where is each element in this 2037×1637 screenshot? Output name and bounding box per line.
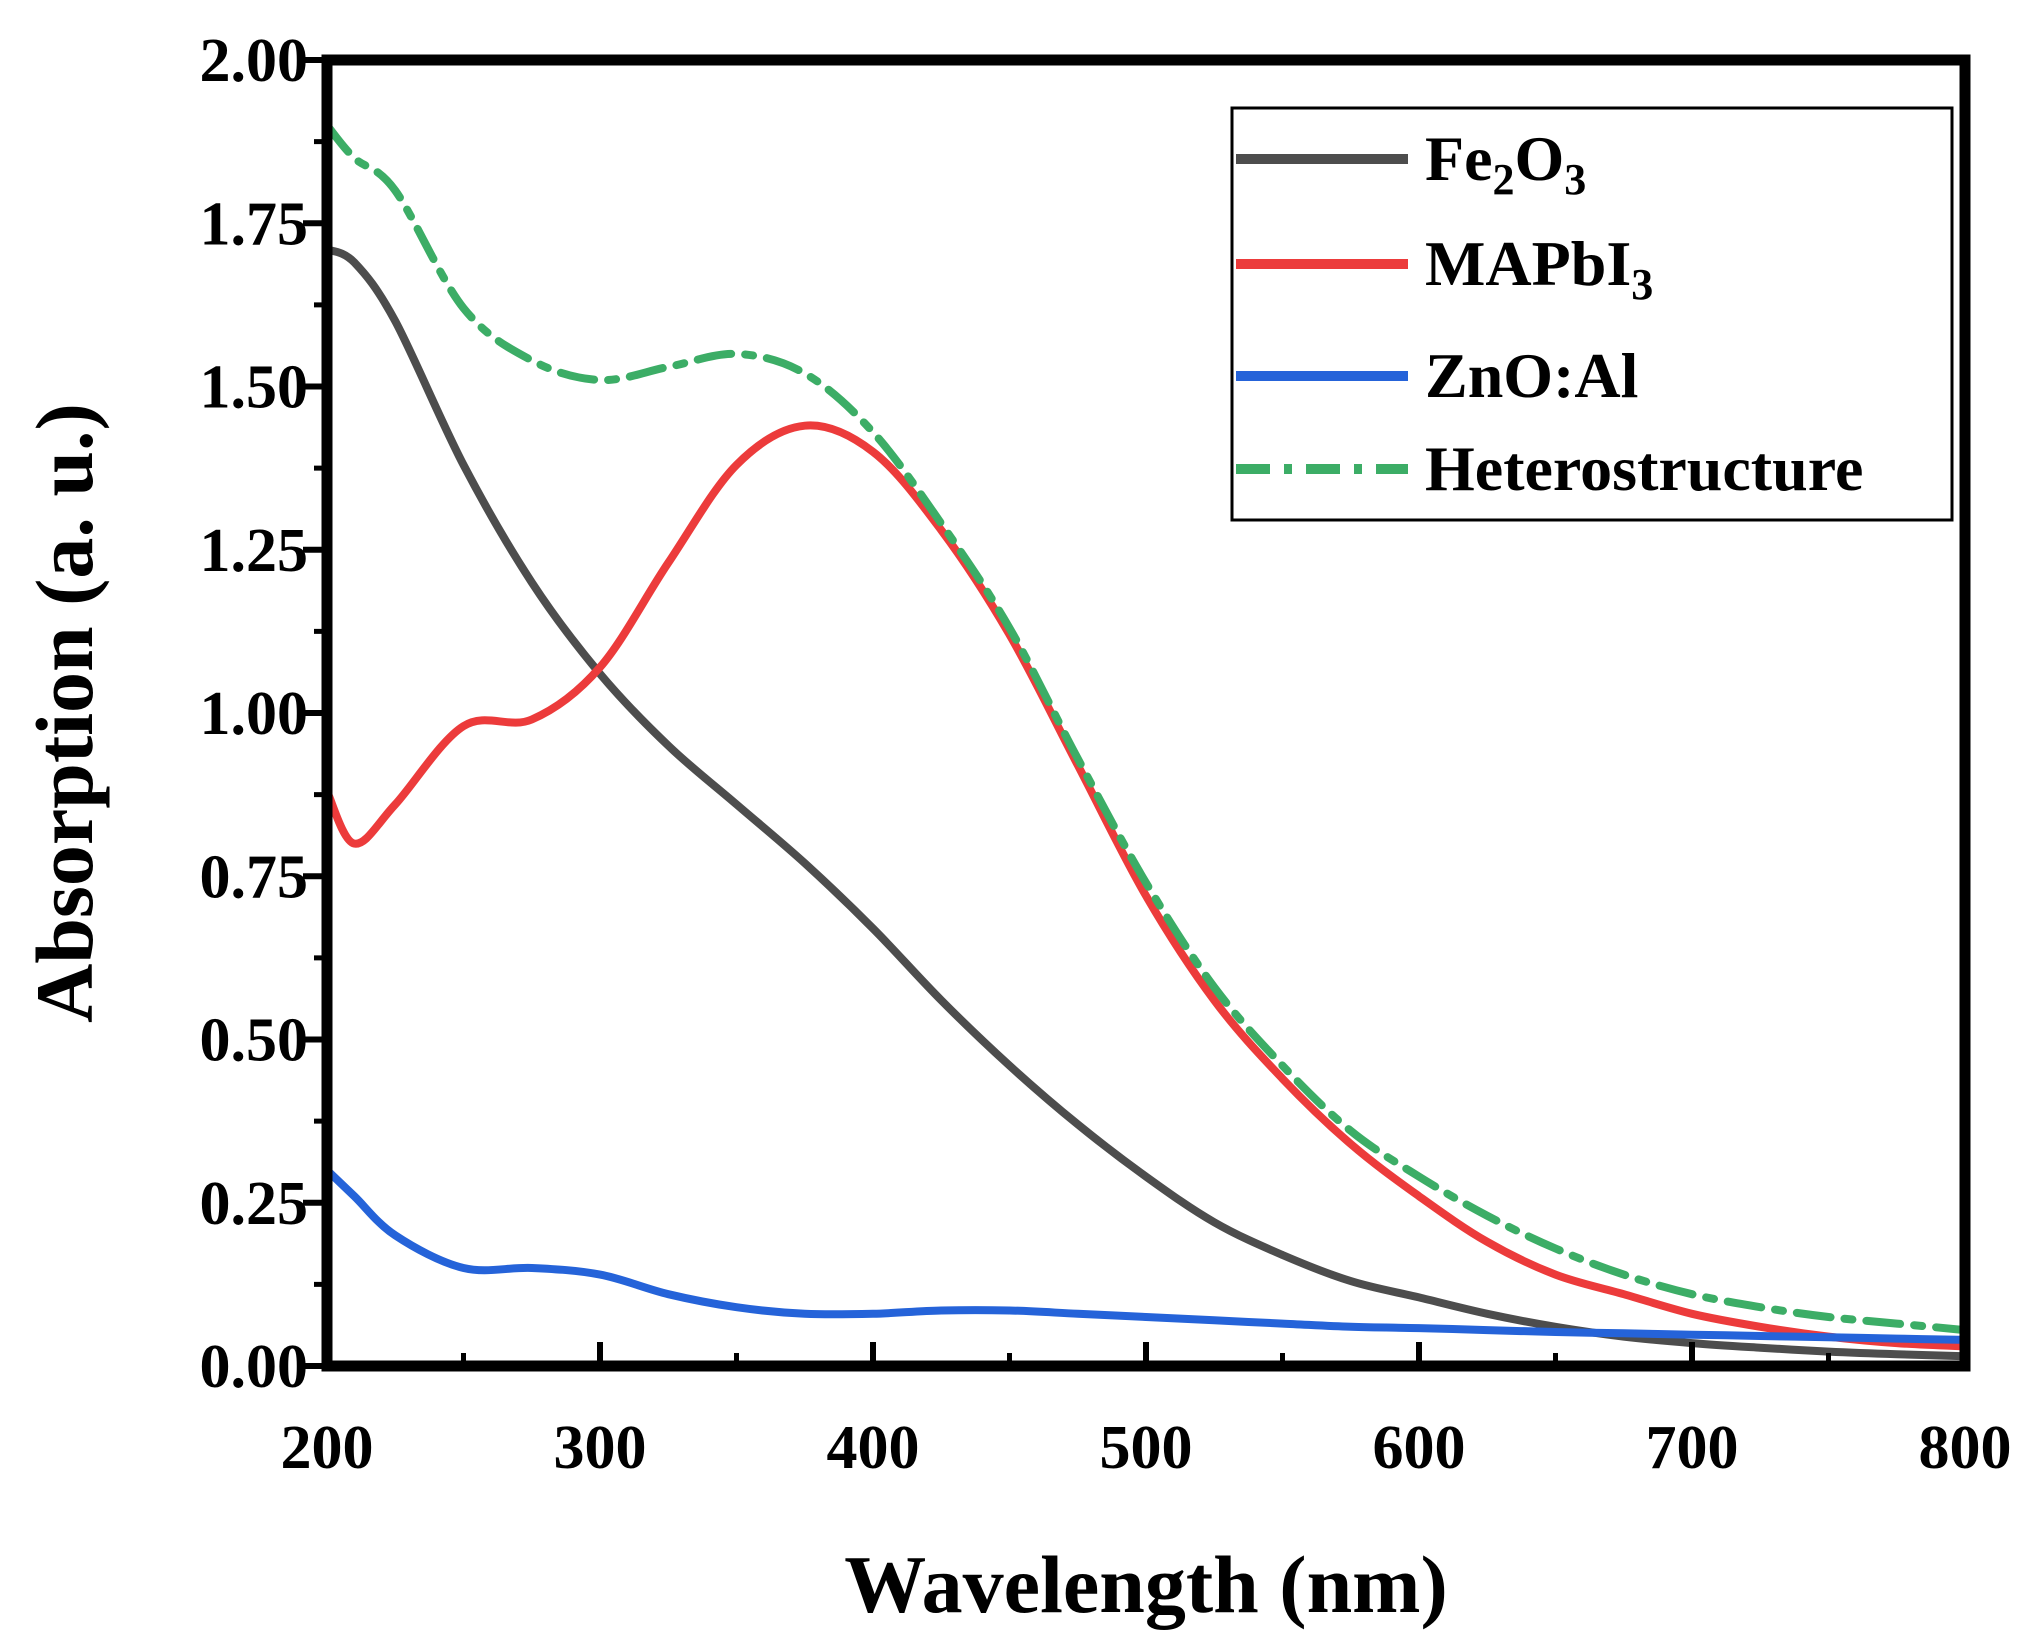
- y-tick-label: 0.75: [200, 843, 309, 911]
- x-tick-labels: 200 300 400 500 600 700 800: [281, 1414, 2012, 1482]
- y-tick-labels: 0.00 0.25 0.50 0.75 1.00 1.25 1.50 1.75 2.00: [200, 27, 309, 1401]
- series-line-zno-al: [323, 1166, 1969, 1344]
- legend-label-znoal: ZnO:Al: [1425, 340, 1638, 411]
- legend: Fe2O3 MAPbI3 ZnO:Al Heterostructure: [1230, 106, 1954, 522]
- x-tick-label: 600: [1373, 1414, 1466, 1482]
- legend-label-mapbi3: MAPbI3: [1425, 228, 1653, 309]
- x-tick-label: 400: [827, 1414, 920, 1482]
- y-axis-title: Absorption (a. u.): [19, 403, 110, 1023]
- series-curves: [323, 121, 1969, 1361]
- axis-ticks: [303, 57, 1968, 1369]
- y-tick-label: 1.25: [200, 517, 309, 585]
- series-line-heterostructure: [323, 121, 1969, 1335]
- y-tick-label: 1.00: [200, 680, 309, 748]
- y-tick-label: 0.25: [200, 1170, 309, 1238]
- x-axis-title: Wavelength (nm): [844, 1539, 1448, 1630]
- y-tick-label: 0.00: [200, 1333, 309, 1401]
- y-tick-label: 2.00: [200, 27, 309, 95]
- x-tick-label: 300: [554, 1414, 647, 1482]
- x-tick-label: 700: [1646, 1414, 1739, 1482]
- x-tick-label: 200: [281, 1414, 374, 1482]
- x-tick-label: 500: [1100, 1414, 1193, 1482]
- x-tick-label: 800: [1919, 1414, 2012, 1482]
- y-tick-label: 0.50: [200, 1007, 309, 1075]
- legend-label-fe2o3: Fe2O3: [1425, 123, 1586, 204]
- legend-box: [1230, 106, 1954, 522]
- y-tick-label: 1.75: [200, 190, 309, 258]
- series-line-fe2o3: [323, 245, 1969, 1361]
- y-tick-label: 1.50: [200, 354, 309, 422]
- legend-label-heterostructure: Heterostructure: [1425, 433, 1863, 504]
